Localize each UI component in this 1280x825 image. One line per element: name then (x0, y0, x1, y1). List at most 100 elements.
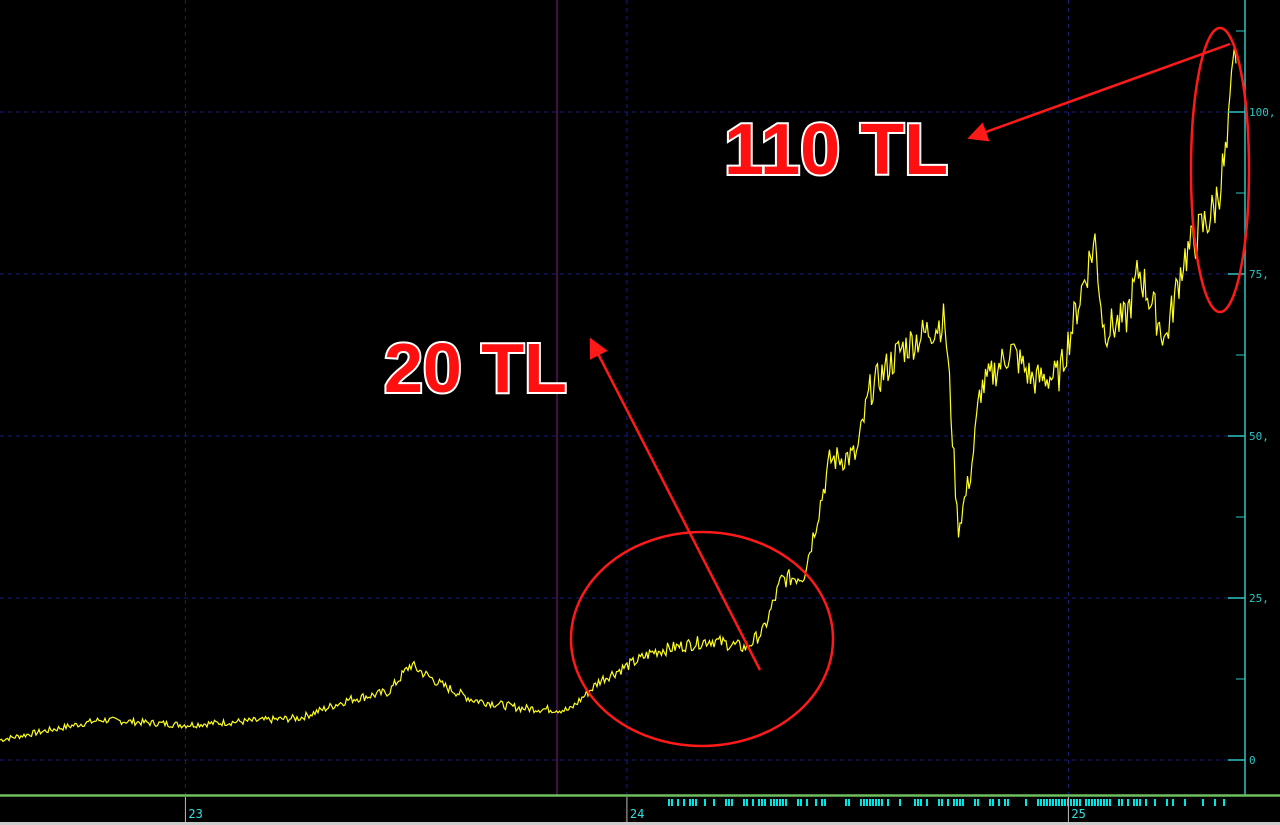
volume-tick (824, 799, 826, 806)
volume-tick (1184, 799, 1186, 806)
volume-tick (1091, 799, 1093, 806)
y-tick-label: 0 (1249, 754, 1256, 767)
volume-tick (941, 799, 943, 806)
volume-tick (1046, 799, 1048, 806)
volume-tick (1058, 799, 1060, 806)
volume-tick (1043, 799, 1045, 806)
volume-tick (974, 799, 976, 806)
volume-tick (938, 799, 940, 806)
volume-tick (713, 799, 715, 806)
volume-tick (770, 799, 772, 806)
x-tick-label: 23 (188, 807, 202, 821)
volume-tick (1136, 799, 1138, 806)
highlight-ellipse-110tl (1189, 26, 1251, 314)
volume-tick (992, 799, 994, 806)
volume-tick (689, 799, 691, 806)
annotations: 20 TL 110 TL (382, 26, 1251, 748)
volume-tick (773, 799, 775, 806)
volume-tick (704, 799, 706, 806)
volume-tick (746, 799, 748, 806)
volume-tick (752, 799, 754, 806)
volume-tick (671, 799, 673, 806)
volume-tick (887, 799, 889, 806)
x-axis-band (0, 796, 1280, 823)
volume-ticks (668, 799, 1225, 806)
volume-tick (1172, 799, 1174, 806)
volume-tick (800, 799, 802, 806)
volume-tick (731, 799, 733, 806)
volume-tick (860, 799, 862, 806)
volume-tick (1109, 799, 1111, 806)
volume-tick (866, 799, 868, 806)
volume-tick (1037, 799, 1039, 806)
volume-tick (953, 799, 955, 806)
volume-tick (914, 799, 916, 806)
volume-tick (1139, 799, 1141, 806)
volume-tick (863, 799, 865, 806)
volume-tick (743, 799, 745, 806)
volume-tick (1085, 799, 1087, 806)
volume-tick (1202, 799, 1204, 806)
volume-tick (1145, 799, 1147, 806)
volume-tick (959, 799, 961, 806)
volume-tick (683, 799, 685, 806)
volume-tick (1004, 799, 1006, 806)
volume-tick (728, 799, 730, 806)
highlight-ellipse-20tl (569, 530, 835, 748)
volume-tick (875, 799, 877, 806)
volume-tick (692, 799, 694, 806)
annotation-label-110tl: 110 TL (724, 110, 948, 190)
volume-tick (764, 799, 766, 806)
bottom-strip (0, 822, 1280, 825)
volume-tick (1118, 799, 1120, 806)
x-tick-label: 24 (630, 807, 644, 821)
arrow-20tl (589, 337, 762, 671)
volume-tick (758, 799, 760, 806)
volume-tick (695, 799, 697, 806)
y-tick-label: 75, (1249, 268, 1269, 281)
volume-tick (1070, 799, 1072, 806)
volume-tick (956, 799, 958, 806)
volume-tick (1214, 799, 1216, 806)
volume-tick (1055, 799, 1057, 806)
volume-tick (989, 799, 991, 806)
volume-tick (668, 799, 670, 806)
y-tick-label: 50, (1249, 430, 1269, 443)
volume-tick (785, 799, 787, 806)
volume-tick (872, 799, 874, 806)
volume-tick (1154, 799, 1156, 806)
volume-tick (1121, 799, 1123, 806)
arrow-110tl (967, 42, 1231, 142)
volume-tick (878, 799, 880, 806)
volume-tick (1100, 799, 1102, 806)
volume-tick (782, 799, 784, 806)
volume-tick (1061, 799, 1063, 806)
volume-tick (977, 799, 979, 806)
volume-tick (920, 799, 922, 806)
volume-tick (881, 799, 883, 806)
volume-tick (917, 799, 919, 806)
volume-tick (1052, 799, 1054, 806)
volume-tick (1007, 799, 1009, 806)
volume-tick (761, 799, 763, 806)
volume-tick (1073, 799, 1075, 806)
volume-tick (1133, 799, 1135, 806)
volume-tick (899, 799, 901, 806)
volume-tick (1166, 799, 1168, 806)
volume-tick (926, 799, 928, 806)
volume-tick (815, 799, 817, 806)
price-series-line (0, 46, 1237, 743)
x-tick-label: 25 (1071, 807, 1085, 821)
volume-tick (1103, 799, 1105, 806)
volume-tick (1088, 799, 1090, 806)
volume-tick (1106, 799, 1108, 806)
volume-tick (1094, 799, 1096, 806)
volume-tick (947, 799, 949, 806)
volume-tick (845, 799, 847, 806)
volume-tick (1127, 799, 1129, 806)
volume-tick (869, 799, 871, 806)
volume-tick (1079, 799, 1081, 806)
y-tick-label: 100, (1249, 106, 1276, 119)
annotation-label-20tl: 20 TL (384, 329, 567, 407)
